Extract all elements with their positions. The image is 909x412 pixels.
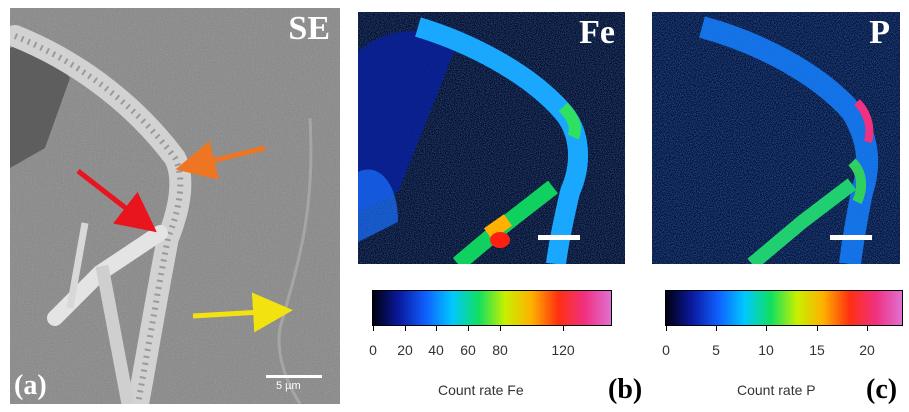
p-label: P (869, 14, 890, 51)
p-tick (666, 326, 667, 331)
fe-tick-label: 0 (369, 342, 377, 358)
p-tick (867, 326, 868, 331)
fe-tick-label: 80 (492, 342, 508, 358)
fe-tick (563, 326, 564, 331)
p-filament-main (699, 16, 879, 264)
fe-tick (405, 326, 406, 331)
fe-diffuse-region (358, 31, 458, 213)
fe-map-image (358, 12, 625, 264)
fe-label: Fe (579, 14, 615, 51)
p-tick-label: 10 (758, 342, 774, 358)
fe-tick-label: 20 (397, 342, 413, 358)
fe-tick (468, 326, 469, 331)
fe-left-blob (358, 169, 398, 242)
fe-filament-hot (558, 102, 581, 140)
p-tick-label: 0 (662, 342, 670, 358)
p-tick-label: 20 (859, 342, 875, 358)
orange-arrow (175, 140, 266, 180)
fe-colorbar-title: Count rate Fe (438, 382, 524, 398)
p-colorbar-gradient (665, 290, 903, 326)
panel-b-letter: (b) (608, 374, 643, 405)
crystal-shape (10, 38, 70, 168)
fe-tick-label: 60 (460, 342, 476, 358)
p-tick-label: 5 (712, 342, 720, 358)
red-arrow (76, 169, 157, 233)
p-stalk (747, 178, 857, 264)
p-colorbar: 0 5 10 15 20 Count rate P (662, 290, 903, 410)
yellow-arrow (192, 292, 293, 333)
panel-a-letter: (a) (14, 370, 47, 401)
scale-bar (266, 375, 322, 378)
p-scale-bar (830, 235, 872, 240)
p-map-panel: P (652, 12, 900, 264)
p-filament-peak (854, 99, 874, 144)
se-image (10, 8, 340, 404)
fe-tick (373, 326, 374, 331)
fe-stalk-warm (483, 214, 513, 240)
panel-c-letter: (c) (866, 374, 898, 405)
fe-scale-bar (538, 235, 580, 240)
p-tick (817, 326, 818, 331)
p-colorbar-title: Count rate P (737, 382, 816, 398)
fe-colorbar: 0 20 40 60 80 120 Count rate Fe (369, 290, 612, 410)
fe-peak (490, 232, 510, 248)
fe-tick-label: 120 (551, 342, 575, 358)
p-tick-label: 15 (809, 342, 825, 358)
stalk-lower (95, 264, 135, 404)
fe-tick-label: 40 (428, 342, 444, 358)
p-filament-mid (848, 158, 867, 205)
se-label: SE (288, 10, 330, 47)
stalk-thin (66, 222, 89, 309)
p-tick (716, 326, 717, 331)
se-image-panel: SE (a) 5 µm (10, 8, 340, 404)
fe-colorbar-gradient (372, 290, 612, 326)
p-tick (766, 326, 767, 331)
fe-tick (500, 326, 501, 331)
scale-bar-label: 5 µm (276, 380, 301, 392)
fe-map-panel: Fe (358, 12, 625, 264)
fe-tick (436, 326, 437, 331)
p-map-image (652, 12, 900, 264)
filament-texture (13, 33, 184, 404)
